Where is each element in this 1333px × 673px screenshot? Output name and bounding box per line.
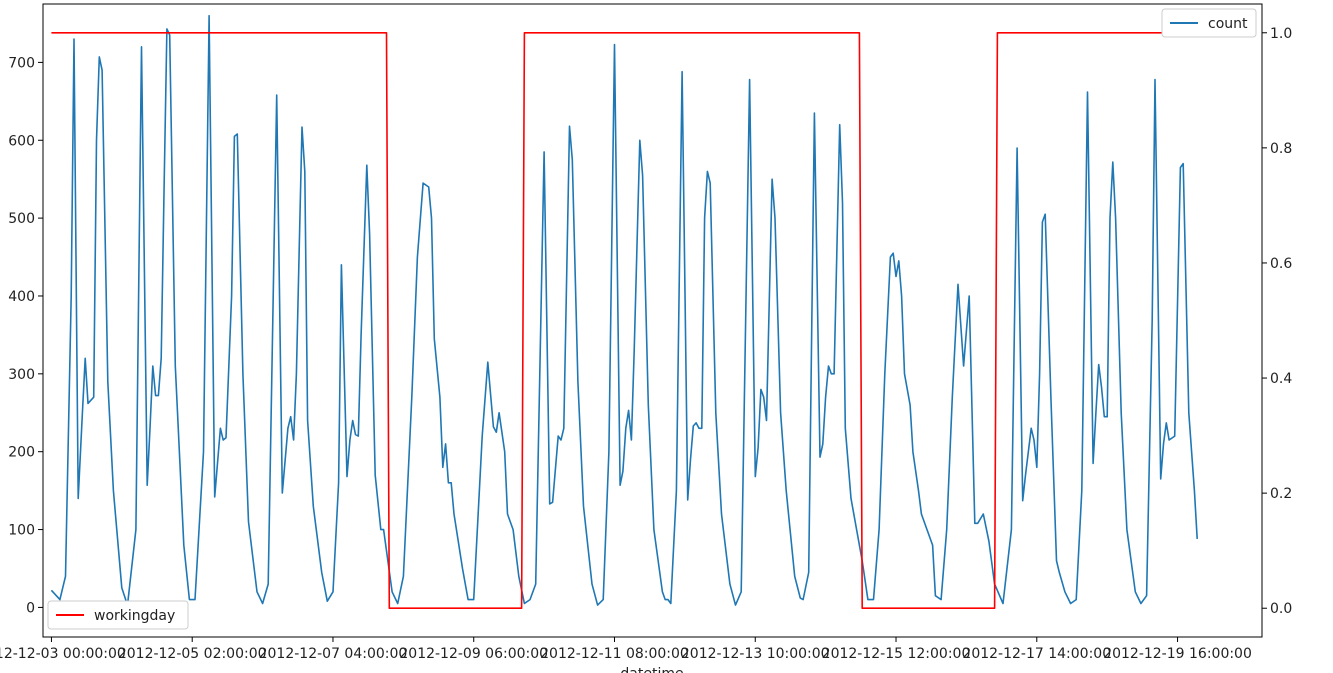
right-tick-label: 0.6: [1270, 256, 1292, 272]
series-count-line: [50, 14, 1198, 606]
legend-workingday-box: [47, 600, 189, 630]
series-layer: [50, 14, 1198, 609]
legend-count: count: [1161, 8, 1257, 38]
left-tick-label: 400: [8, 289, 35, 305]
left-tick-label: 300: [8, 367, 35, 383]
right-tick-label: 1.0: [1270, 26, 1292, 42]
legend-workingday: workingday: [47, 600, 189, 630]
series-workingday-line: [51, 31, 1198, 609]
right-tick-label: 0.0: [1270, 601, 1292, 617]
right-y-axis: 0.0 0.2 0.4 0.6 0.8 1.0: [1262, 26, 1292, 617]
left-tick-label: 0: [26, 600, 35, 616]
x-tick-label: 2012-12-11 08:00:00: [540, 646, 689, 662]
legend-count-label: count: [1208, 16, 1248, 32]
x-tick-label: 2012-12-09 06:00:00: [399, 646, 548, 662]
left-tick-label: 700: [8, 55, 35, 71]
left-tick-label: 600: [8, 133, 35, 149]
plot-area: [42, 3, 1263, 638]
x-tick-label: 2012-12-13 10:00:00: [681, 646, 830, 662]
legend-workingday-label: workingday: [94, 608, 175, 624]
x-tick-label: 2012-12-15 12:00:00: [822, 646, 971, 662]
right-tick-label: 0.8: [1270, 141, 1292, 157]
x-tick-label: 2012-12-03 00:00:00: [0, 646, 126, 662]
left-tick-label: 200: [8, 445, 35, 461]
x-tick-label: 2012-12-07 04:00:00: [259, 646, 408, 662]
legend-count-box: [1161, 8, 1257, 38]
left-tick-label: 500: [8, 211, 35, 227]
x-tick-label: 2012-12-17 14:00:00: [962, 646, 1111, 662]
x-tick-label: 2012-12-19 16:00:00: [1103, 646, 1252, 662]
left-tick-label: 100: [8, 523, 35, 539]
left-y-axis: 0 100 200 300 400 500 600 700: [8, 55, 43, 616]
x-tick-label: 2012-12-05 02:00:00: [118, 646, 267, 662]
x-axis-title: datetime: [620, 666, 683, 673]
right-tick-label: 0.2: [1270, 486, 1292, 502]
right-tick-label: 0.4: [1270, 371, 1292, 387]
